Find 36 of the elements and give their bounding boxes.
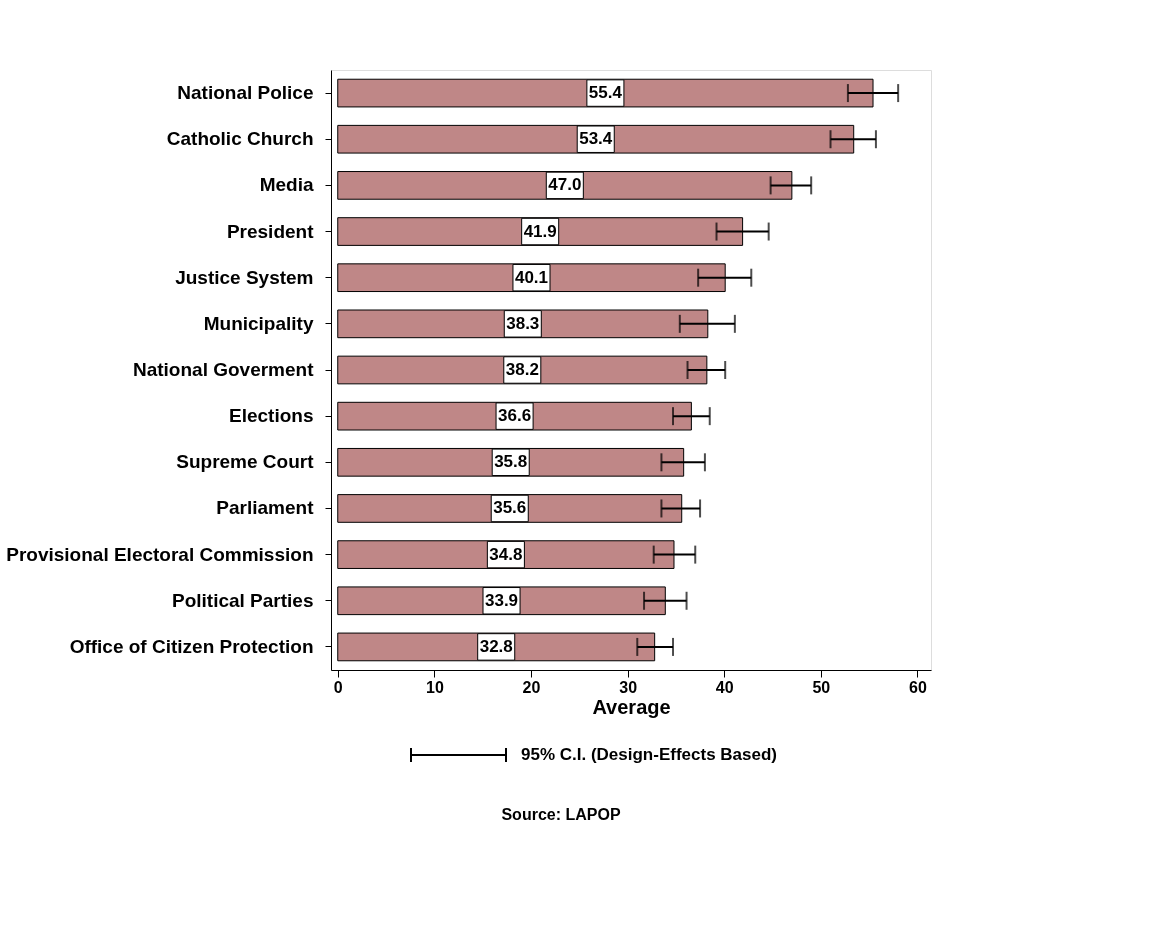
x-tick-label: 10 — [425, 678, 444, 696]
data-label: 35.8 — [494, 452, 528, 472]
y-tick-label: Elections — [229, 405, 314, 427]
data-label: 40.1 — [514, 267, 549, 287]
y-tick-label: Municipality — [203, 312, 314, 334]
x-tick-label: 40 — [715, 678, 734, 696]
y-tick-label: National Goverment — [132, 359, 315, 380]
source-note: Source: LAPOP — [501, 806, 621, 823]
y-tick-label: Media — [259, 174, 314, 196]
y-tick-label: President — [226, 220, 315, 242]
x-tick-label: 20 — [522, 678, 541, 696]
y-tick-label: Political Parties — [171, 589, 314, 611]
y-tick-label: Parliament — [216, 497, 315, 519]
data-label: 32.8 — [479, 636, 513, 656]
data-label: 38.2 — [505, 360, 539, 379]
data-label: 33.9 — [484, 590, 519, 610]
x-axis-title: Average — [592, 695, 671, 718]
data-label: 53.4 — [579, 129, 613, 149]
y-tick-label: Catholic Church — [166, 128, 314, 150]
x-tick-label: 0 — [333, 678, 343, 696]
y-tick-label: Justice System — [175, 266, 314, 288]
data-label: 41.9 — [523, 221, 557, 241]
y-tick-label: Office of Citizen Protection — [69, 635, 314, 657]
y-tick-label: National Police — [177, 82, 314, 104]
data-label: 36.6 — [498, 406, 532, 426]
text: 95% C.I. (Design-Effects Based) — [521, 745, 778, 764]
x-tick-label: 60 — [909, 678, 927, 696]
x-tick-label: 30 — [619, 678, 638, 696]
data-label: 38.3 — [506, 313, 540, 333]
data-label: 47.0 — [548, 175, 582, 195]
data-label: 34.8 — [489, 544, 523, 564]
data-label: 35.6 — [493, 498, 527, 518]
x-tick-label: 50 — [812, 678, 831, 696]
data-label: 55.4 — [588, 83, 623, 103]
y-tick-label: Supreme Court — [176, 451, 315, 473]
y-tick-label: Provisional Electoral Commission — [6, 543, 314, 565]
